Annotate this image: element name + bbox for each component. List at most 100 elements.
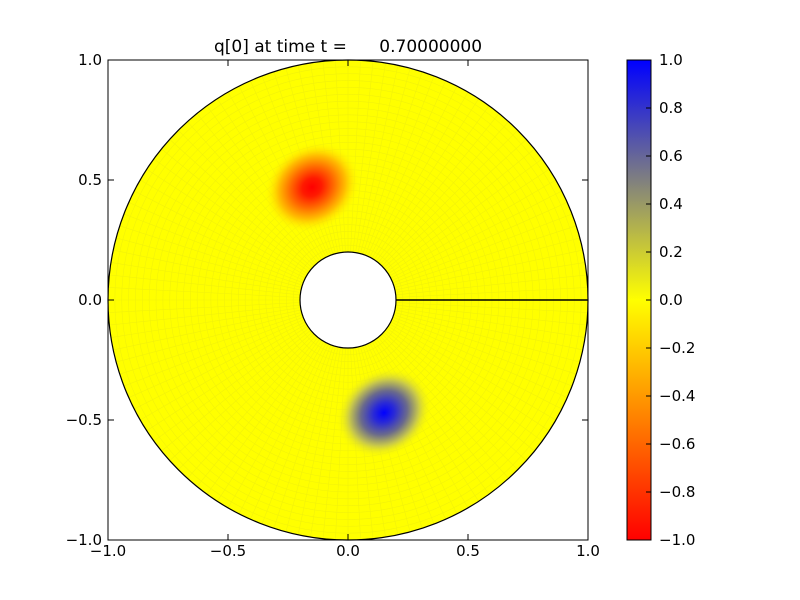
mesh-spoke <box>377 337 500 487</box>
mesh-spoke <box>109 274 301 296</box>
y-axis-ticks: −1.0 −0.5 0.0 0.5 1.0 <box>66 51 588 549</box>
mesh-spoke <box>217 340 323 502</box>
mesh-spoke <box>187 335 317 479</box>
mesh-spoke <box>123 213 304 284</box>
mesh-spoke <box>178 333 315 470</box>
mesh-spoke <box>196 113 319 263</box>
colorbar-tick-label: 0.8 <box>659 99 683 117</box>
mesh-spoke <box>297 346 339 535</box>
mesh-spoke <box>391 202 568 281</box>
colorbar-ticks: 1.0 0.8 0.6 0.4 0.2 0.0 −0.2 −0.4 −0.6 −0.8 −1.0 <box>646 51 695 549</box>
x-tick-label: 0.0 <box>336 542 360 560</box>
inner-hole <box>299 251 397 349</box>
colorbar-tick-label: −0.2 <box>659 339 695 357</box>
mesh-spoke <box>392 316 573 387</box>
mesh-spoke <box>119 225 303 286</box>
y-tick-label: 1.0 <box>78 51 102 69</box>
mesh-spoke <box>394 237 580 288</box>
mesh-spoke <box>383 331 527 461</box>
mesh-spoke <box>389 323 556 421</box>
mesh-spoke <box>153 158 310 273</box>
mesh-spoke <box>375 338 490 495</box>
mesh-spoke <box>206 338 321 495</box>
mesh-spoke <box>390 190 562 279</box>
mesh-spoke <box>285 346 336 532</box>
mesh-spoke <box>322 347 344 539</box>
plot-area: −1.0 −0.5 0.0 0.5 1.0 −1.0 −0.5 0.0 0.5 1.0 <box>66 51 600 560</box>
colorbar-tick-label: 0.4 <box>659 195 683 213</box>
mesh-spoke <box>383 139 527 269</box>
mesh-spoke <box>395 274 587 296</box>
mesh-spoke <box>108 302 301 313</box>
mesh-spoke <box>116 312 302 363</box>
mesh-spoke <box>206 105 321 262</box>
mesh-spoke <box>381 130 518 267</box>
colorbar-tick-label: −0.8 <box>659 483 695 501</box>
negative-blob <box>263 141 361 233</box>
colorbar-tick-label: 0.6 <box>659 147 683 165</box>
mesh-spoke <box>350 60 361 253</box>
mesh-spoke <box>364 75 435 256</box>
mesh-spoke <box>367 80 446 257</box>
y-tick-label: 0.0 <box>78 291 102 309</box>
y-tick-label: −1.0 <box>66 531 102 549</box>
mesh-spoke <box>116 237 302 288</box>
mesh-spoke <box>385 148 535 271</box>
x-tick-label: 1.0 <box>576 542 600 560</box>
mesh-spoke <box>373 98 479 260</box>
mesh-spoke <box>169 139 313 269</box>
mesh-spoke <box>377 113 500 263</box>
x-axis-ticks: −1.0 −0.5 0.0 0.5 1.0 <box>90 60 600 560</box>
mesh-spoke <box>113 249 302 291</box>
mesh-spoke <box>389 179 556 277</box>
mesh-spoke <box>357 65 399 254</box>
mesh-spoke <box>394 309 583 351</box>
mesh-spoke <box>196 337 319 487</box>
mesh-spoke <box>392 213 573 284</box>
mesh-spoke <box>352 61 374 253</box>
mesh-spoke <box>169 331 313 461</box>
colorbar-tick-label: −1.0 <box>659 531 695 549</box>
mesh-spoke <box>140 179 307 277</box>
x-tick-label: −0.5 <box>210 542 246 560</box>
mesh-spoke <box>128 202 305 281</box>
mesh-spoke <box>388 169 550 275</box>
mesh-spoke <box>371 92 469 259</box>
mesh-spoke <box>110 262 301 293</box>
mesh-spoke <box>355 62 386 253</box>
mesh-spoke <box>261 344 332 525</box>
colorbar: 1.0 0.8 0.6 0.4 0.2 0.0 −0.2 −0.4 −0.6 −0.8 −1.0 <box>626 51 695 549</box>
mesh-spoke <box>146 169 308 275</box>
mesh-spoke <box>394 249 583 291</box>
mesh-spoke <box>123 316 304 387</box>
colorbar-tick-label: −0.6 <box>659 435 695 453</box>
positive-blob <box>335 367 433 459</box>
mesh-spoke <box>395 262 586 293</box>
x-tick-label: 0.5 <box>456 542 480 560</box>
mesh-spoke <box>250 343 329 520</box>
mesh-spoke <box>386 327 543 442</box>
mesh-spoke <box>362 71 423 255</box>
mesh-spoke <box>134 321 306 410</box>
mesh-spoke <box>128 319 305 398</box>
mesh-spoke <box>393 314 577 375</box>
mesh-spoke <box>146 325 308 431</box>
mesh-spoke <box>394 312 580 363</box>
mesh-spoke <box>391 319 568 398</box>
x-tick-label: −1.0 <box>90 542 126 560</box>
y-tick-label: 0.5 <box>78 171 102 189</box>
mesh-spoke <box>390 321 562 410</box>
mesh-spoke <box>369 86 458 258</box>
mesh-spoke <box>161 148 311 271</box>
mesh-spoke <box>227 341 325 508</box>
colorbar-tick-label: 1.0 <box>659 51 683 69</box>
mesh-spoke <box>360 68 411 254</box>
mesh-spoke <box>108 287 301 298</box>
mesh-spoke <box>395 302 588 313</box>
mesh-spoke <box>187 121 317 265</box>
mesh-spoke <box>109 304 301 326</box>
mesh-spoke <box>134 190 306 279</box>
colorbar-tick-label: 0.0 <box>659 291 683 309</box>
mesh-spoke <box>161 329 311 452</box>
